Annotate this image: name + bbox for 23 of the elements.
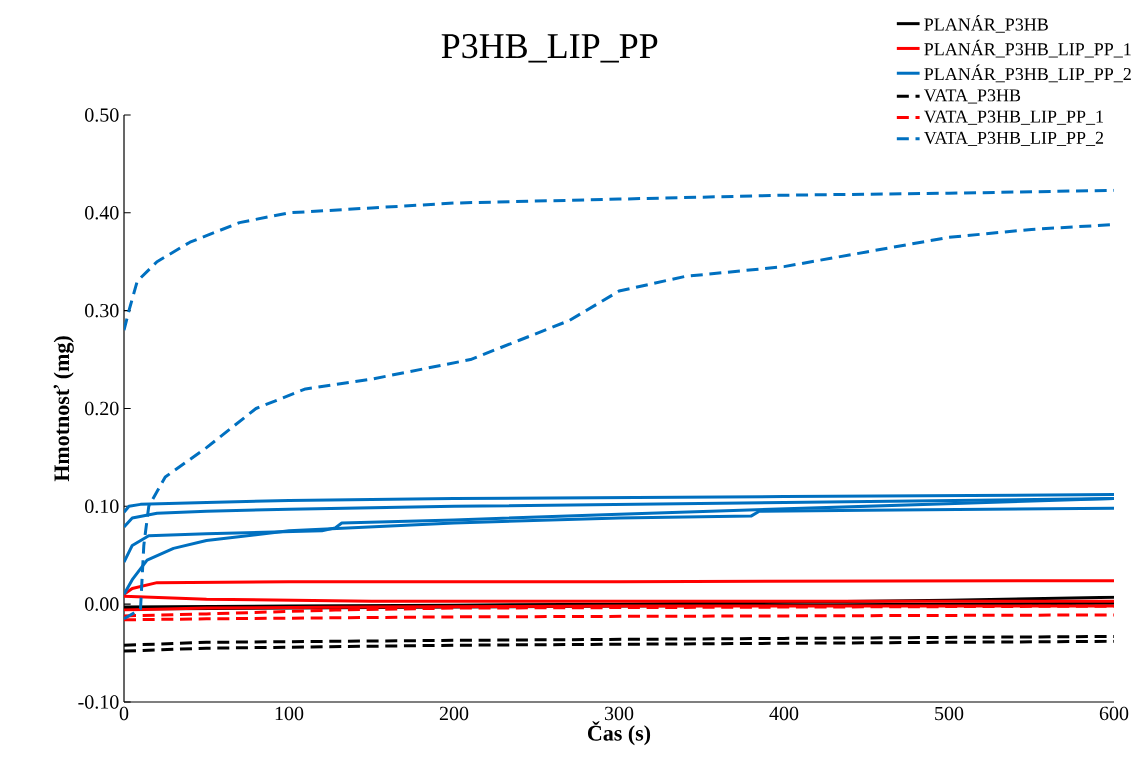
legend-label: PLANÁR_P3HB — [924, 14, 1048, 33]
legend-label: VATA_P3HB_LIP_PP_2 — [923, 131, 1104, 147]
y-tick-label: -0.10 — [78, 695, 119, 709]
x-axis-title: Čas (s) — [587, 721, 651, 746]
x-tick-label: 0 — [119, 706, 129, 721]
x-tick-label: 300 — [604, 706, 634, 721]
legend-label: VATA_P3HB — [923, 89, 1021, 104]
chart-title: P3HB_LIP_PP — [441, 34, 658, 63]
y-tick-label: 0.40 — [85, 206, 119, 220]
x-tick-label: 600 — [1099, 706, 1129, 721]
legend-label: PLANÁR_P3HB_LIP_PP_1 — [924, 39, 1131, 58]
legend-label: PLANÁR_P3HB_LIP_PP_2 — [924, 64, 1131, 83]
y-tick-label: 0.00 — [85, 597, 119, 611]
y-tick-label: 0.20 — [85, 401, 119, 416]
x-tick-label: 400 — [769, 706, 799, 721]
x-tick-label: 500 — [935, 706, 964, 721]
legend-label: VATA_P3HB_LIP_PP_1 — [923, 110, 1103, 125]
y-tick-label: 0.50 — [85, 108, 119, 122]
x-tick-label: 200 — [439, 706, 469, 721]
y-axis-title: Hmotnosť (mg) — [53, 336, 74, 482]
y-tick-label: 0.30 — [85, 303, 119, 318]
x-tick-label: 100 — [275, 706, 304, 721]
y-tick-label: 0.10 — [85, 499, 119, 514]
